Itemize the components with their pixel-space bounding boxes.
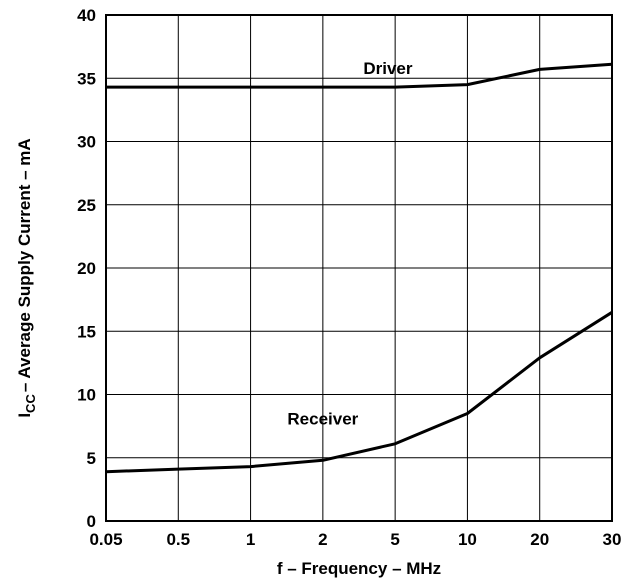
y-tick-label: 30 bbox=[77, 133, 96, 152]
x-tick-label: 0.5 bbox=[166, 530, 190, 549]
x-tick-label: 5 bbox=[390, 530, 399, 549]
y-tick-label: 25 bbox=[77, 196, 96, 215]
y-tick-label: 0 bbox=[87, 512, 96, 531]
x-tick-label: 10 bbox=[458, 530, 477, 549]
y-tick-label: 20 bbox=[77, 259, 96, 278]
series-label-receiver: Receiver bbox=[287, 409, 358, 428]
y-axis-subscript: CC bbox=[23, 394, 38, 413]
x-tick-label: 0.05 bbox=[89, 530, 122, 549]
series-labels: Driver Receiver bbox=[287, 59, 412, 428]
x-axis-title: f – Frequency – MHz bbox=[277, 559, 441, 578]
x-axis-ticks: 0.05 0.5 1 2 5 10 20 30 bbox=[89, 530, 621, 549]
x-tick-label: 1 bbox=[246, 530, 255, 549]
grid bbox=[106, 15, 612, 521]
series-lines bbox=[105, 62, 613, 474]
y-axis-ticks: 0 5 10 15 20 25 30 35 40 bbox=[77, 6, 96, 531]
series-line-driver bbox=[106, 62, 613, 89]
y-axis-symbol: I bbox=[15, 413, 34, 418]
series-label-driver: Driver bbox=[363, 59, 413, 78]
x-tick-label: 20 bbox=[530, 530, 549, 549]
y-axis-title: ICC – Average Supply Current – mA bbox=[15, 138, 38, 417]
x-tick-label: 30 bbox=[603, 530, 622, 549]
plot-frame bbox=[105, 14, 613, 522]
x-tick-label: 2 bbox=[318, 530, 327, 549]
series-line-receiver bbox=[105, 311, 613, 474]
y-tick-label: 40 bbox=[77, 6, 96, 25]
y-tick-label: 15 bbox=[77, 322, 96, 341]
y-axis-title-rest: – Average Supply Current – mA bbox=[15, 138, 34, 392]
y-tick-label: 5 bbox=[87, 449, 96, 468]
y-tick-label: 10 bbox=[77, 386, 96, 405]
y-tick-label: 35 bbox=[77, 69, 96, 88]
